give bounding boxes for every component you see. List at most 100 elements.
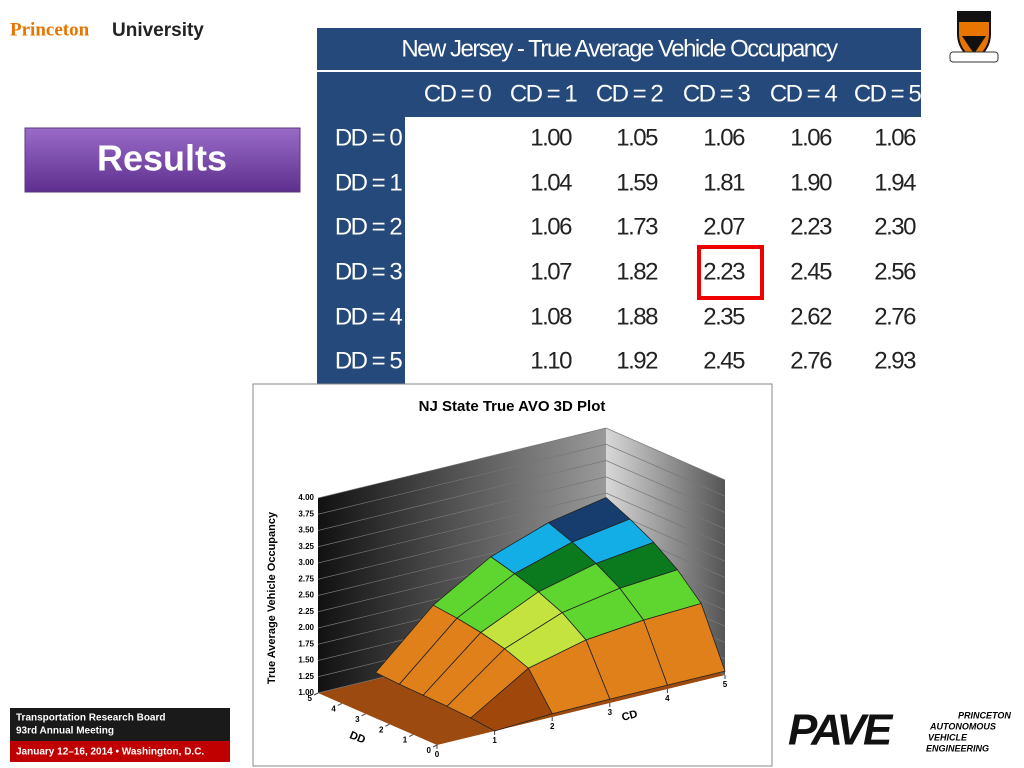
table-cell: 2.07 [703,213,745,240]
row-header: DD = 3 [335,258,403,285]
x-tick-label: 0 [435,750,440,759]
table-cell: 1.88 [616,303,658,330]
table-cell: 2.35 [703,303,745,330]
z-axis-title: DD [348,729,367,746]
plot-title: NJ State True AVO 3D Plot [419,398,606,415]
shield-logo [949,11,999,63]
data-table: New Jersey - True Average Vehicle Occupa… [317,28,923,384]
table-cell: 1.00 [530,124,572,151]
table-cell: 1.06 [874,124,916,151]
x-tick-label: 3 [608,708,613,717]
z-tick [313,692,319,696]
table-cell: 1.04 [530,169,572,196]
table-cell: 1.05 [616,124,658,151]
y-tick-label: 3.75 [298,509,314,518]
y-tick-label: 3.25 [298,542,314,551]
z-tick-label: 0 [427,746,432,755]
x-tick-label: 2 [550,722,555,731]
table-cell: 1.06 [703,124,745,151]
y-axis-title: True Average Vehicle Occupancy [266,511,278,684]
table-title-bg [317,28,921,70]
table-cell: 1.08 [530,303,572,330]
row-header: DD = 4 [335,303,403,330]
table-cell: 2.93 [874,347,916,374]
pave-mark: PAVE [788,706,894,755]
brand-second: University [112,20,204,41]
x-axis-title: CD [621,708,639,724]
plot-3d: NJ State True AVO 3D Plot True Average V… [252,383,773,767]
column-header: CD = 5 [854,80,922,107]
column-header: CD = 0 [424,80,492,107]
table-cell: 1.06 [530,213,572,240]
row-header: DD = 0 [335,124,403,151]
table-cell: 1.92 [616,347,658,374]
row-header: DD = 2 [335,213,403,240]
z-tick-label: 3 [355,715,360,724]
pave-line: ENGINEERING [926,743,989,753]
trb-line2: 93rd Annual Meeting [16,726,114,737]
table-cell: 2.45 [703,347,745,374]
pave-logo: PAVE PRINCETON AUTONOMOUS VEHICLE ENGINE… [788,706,1011,755]
y-tick-label: 4.00 [298,493,314,502]
brand-first: Princeton [10,19,90,40]
y-tick-label: 2.50 [298,591,314,600]
y-tick-label: 1.50 [298,656,314,665]
table-cell: 1.07 [530,258,572,285]
z-tick-label: 5 [308,694,313,703]
trb-badge: Transportation Research Board 93rd Annua… [10,708,230,762]
section-button [24,127,301,193]
table-cell: 1.73 [616,213,658,240]
y-tick-label: 1.25 [298,672,314,681]
table-cell: 1.10 [530,347,572,374]
highlight-box [697,245,764,300]
x-tick-label: 1 [492,736,497,745]
grid-line [317,460,726,531]
grid-line [317,427,726,499]
table-cell: 2.23 [703,258,745,285]
y-tick-label: 2.75 [298,574,314,583]
grid-line [317,443,726,515]
table-rowhead-bg [317,117,405,384]
column-header: CD = 3 [683,80,751,107]
trb-date: January 12–16, 2014 • Washington, D.C. [16,747,204,758]
z-tick [432,744,438,748]
z-tick [385,723,390,727]
table-cell: 2.30 [874,213,916,240]
column-header: CD = 4 [770,80,838,107]
y-tick-label: 1.75 [298,639,314,648]
column-header: CD = 2 [596,80,664,107]
table-cell: 1.82 [616,258,658,285]
grid-line [317,492,726,564]
y-tick-label: 1.00 [298,688,314,697]
table-cell: 2.62 [790,303,832,330]
y-tick-label: 2.00 [298,623,314,632]
z-tick [337,702,343,706]
pave-line: VEHICLE [928,732,968,742]
table-cell: 2.23 [790,213,832,240]
y-tick-label: 3.00 [298,558,314,567]
table-cell: 1.59 [616,169,658,196]
table-cell: 2.45 [790,258,832,285]
z-tick [408,734,414,738]
z-tick-label: 4 [331,705,336,714]
x-tick-label: 4 [665,694,670,703]
column-header: CD = 1 [510,80,578,107]
pave-line: AUTONOMOUS [929,721,996,731]
table-cell: 2.76 [790,347,832,374]
y-tick-label: 2.25 [298,607,314,616]
table-cell: 2.56 [874,258,916,285]
y-tick-label: 3.50 [298,526,314,535]
x-tick-label: 5 [723,680,728,689]
trb-line1: Transportation Research Board [16,713,165,724]
table-header-bg [317,72,921,117]
table-cell: 2.76 [874,303,916,330]
grid-line [317,476,726,548]
row-header: DD = 1 [335,169,403,196]
row-header: DD = 5 [335,347,403,374]
table-cell: 1.06 [790,124,832,151]
z-tick-label: 2 [379,725,384,734]
z-tick [361,713,366,717]
table-cell: 1.81 [703,169,745,196]
table-cell: 1.94 [874,169,916,196]
